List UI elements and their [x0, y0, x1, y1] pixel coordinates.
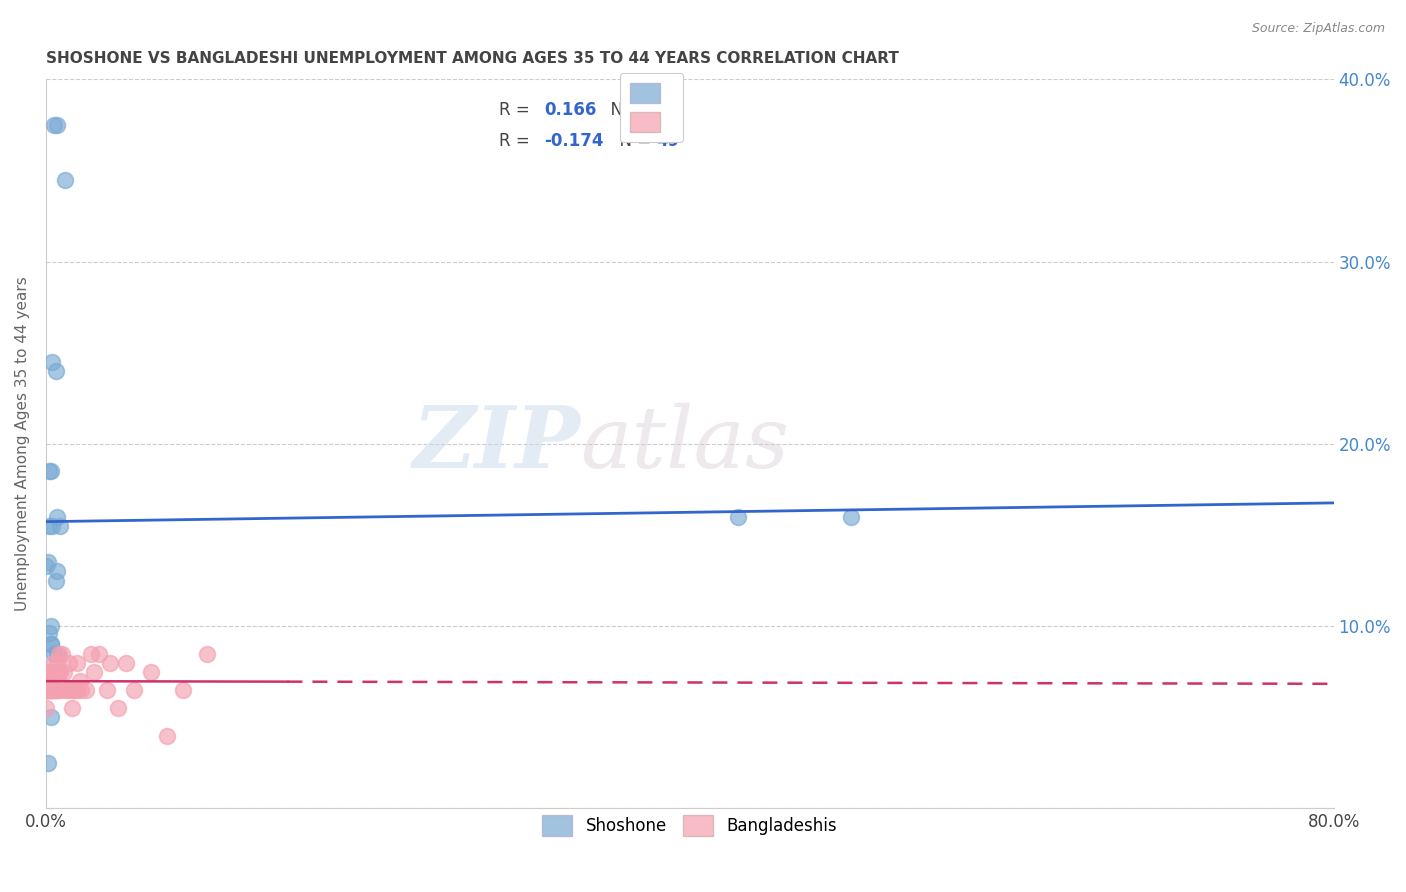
Point — [49, 519, 72, 533]
Point — [156, 729, 179, 743]
Point — [37, 683, 59, 698]
Point — [51, 647, 73, 661]
Point — [39, 619, 62, 633]
Point — [59, 683, 82, 698]
Point — [67, 683, 90, 698]
Point — [49, 665, 72, 679]
Point — [39, 683, 62, 698]
Point — [37, 756, 59, 770]
Text: N =: N = — [609, 132, 657, 150]
Point — [139, 665, 162, 679]
Point — [42, 647, 65, 661]
Point — [65, 656, 87, 670]
Text: ZIP: ZIP — [412, 402, 581, 485]
Point — [41, 665, 63, 679]
Point — [60, 701, 83, 715]
Point — [96, 683, 118, 698]
Point — [38, 673, 60, 688]
Point — [38, 519, 60, 533]
Y-axis label: Unemployment Among Ages 35 to 44 years: Unemployment Among Ages 35 to 44 years — [15, 277, 30, 611]
Point — [87, 647, 110, 661]
Point — [35, 559, 58, 574]
Point — [46, 683, 69, 698]
Point — [41, 683, 63, 698]
Point — [41, 519, 63, 533]
Point — [69, 673, 91, 688]
Point — [45, 683, 67, 698]
Point — [46, 565, 69, 579]
Point — [35, 683, 58, 698]
Point — [63, 683, 86, 698]
Point — [53, 172, 76, 186]
Point — [42, 118, 65, 132]
Text: Source: ZipAtlas.com: Source: ZipAtlas.com — [1251, 22, 1385, 36]
Text: R =: R = — [499, 132, 536, 150]
Point — [37, 665, 59, 679]
Point — [46, 647, 69, 661]
Point — [42, 656, 65, 670]
Point — [46, 656, 69, 670]
Text: R =: R = — [499, 101, 536, 119]
Point — [839, 509, 862, 524]
Point — [39, 464, 62, 478]
Point — [35, 683, 58, 698]
Text: 0.166: 0.166 — [544, 101, 596, 119]
Point — [38, 683, 60, 698]
Point — [124, 683, 146, 698]
Point — [37, 555, 59, 569]
Point — [45, 574, 67, 588]
Point — [49, 683, 72, 698]
Point — [39, 683, 62, 698]
Point — [38, 683, 60, 698]
Text: -0.174: -0.174 — [544, 132, 603, 150]
Point — [38, 464, 60, 478]
Point — [56, 683, 79, 698]
Text: SHOSHONE VS BANGLADESHI UNEMPLOYMENT AMONG AGES 35 TO 44 YEARS CORRELATION CHART: SHOSHONE VS BANGLADESHI UNEMPLOYMENT AMO… — [46, 51, 898, 66]
Point — [195, 647, 218, 661]
Point — [70, 683, 93, 698]
Point — [46, 509, 69, 524]
Point — [39, 710, 62, 724]
Text: 26: 26 — [647, 101, 671, 119]
Point — [35, 701, 58, 715]
Point — [172, 683, 194, 698]
Legend: Shoshone, Bangladeshis: Shoshone, Bangladeshis — [534, 807, 846, 844]
Point — [39, 665, 62, 679]
Text: 49: 49 — [657, 132, 679, 150]
Point — [39, 637, 62, 651]
Text: atlas: atlas — [581, 402, 790, 485]
Point — [53, 683, 76, 698]
Point — [115, 656, 138, 670]
Point — [48, 647, 70, 661]
Point — [48, 665, 70, 679]
Point — [45, 364, 67, 378]
Point — [52, 665, 75, 679]
Point — [46, 118, 69, 132]
Text: N =: N = — [600, 101, 647, 119]
Point — [107, 701, 129, 715]
Point — [62, 683, 84, 698]
Point — [80, 647, 103, 661]
Point — [45, 665, 67, 679]
Point — [42, 683, 65, 698]
Point — [37, 683, 59, 698]
Point — [38, 626, 60, 640]
Point — [41, 355, 63, 369]
Point — [75, 683, 97, 698]
Point — [39, 637, 62, 651]
Point — [83, 665, 105, 679]
Point — [98, 656, 121, 670]
Point — [727, 509, 749, 524]
Point — [58, 656, 80, 670]
